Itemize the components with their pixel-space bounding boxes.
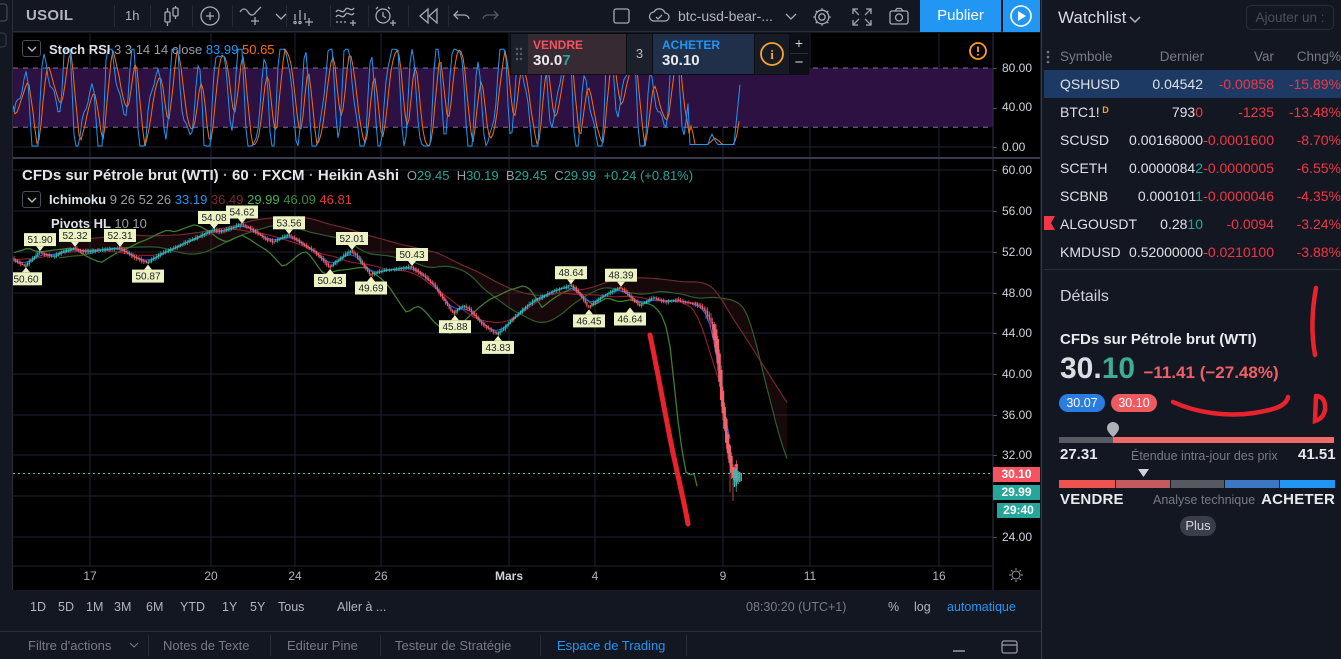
svg-text:50.43: 50.43 xyxy=(399,250,424,261)
svg-text:50.87: 50.87 xyxy=(135,272,160,283)
svg-text:54.62: 54.62 xyxy=(229,208,254,219)
svg-text:53.56: 53.56 xyxy=(276,218,301,229)
svg-text:48.39: 48.39 xyxy=(608,271,633,282)
svg-text:49.69: 49.69 xyxy=(358,284,383,295)
svg-text:46.64: 46.64 xyxy=(617,315,642,326)
svg-text:52.01: 52.01 xyxy=(339,234,364,245)
svg-text:50.60: 50.60 xyxy=(13,274,38,285)
svg-text:43.83: 43.83 xyxy=(485,343,510,354)
svg-text:45.88: 45.88 xyxy=(442,322,467,333)
svg-text:51.90: 51.90 xyxy=(27,235,52,246)
svg-text:48.64: 48.64 xyxy=(558,268,583,279)
svg-text:52.31: 52.31 xyxy=(107,231,132,242)
svg-text:50.43: 50.43 xyxy=(317,276,342,287)
svg-text:52.32: 52.32 xyxy=(62,231,87,242)
svg-text:46.45: 46.45 xyxy=(576,316,601,327)
svg-text:54.08: 54.08 xyxy=(201,213,226,224)
svg-text:i: i xyxy=(770,47,774,62)
